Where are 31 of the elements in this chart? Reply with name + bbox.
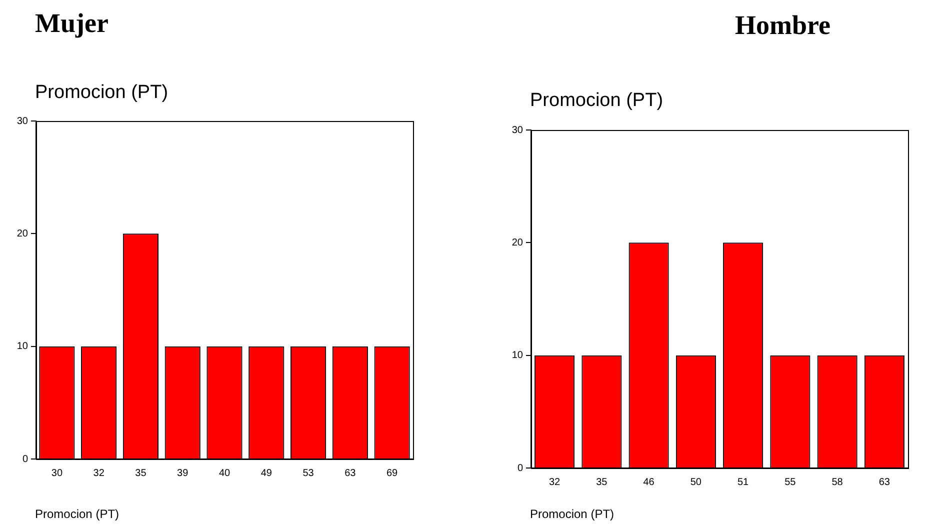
x-tick-label: 69 (386, 468, 398, 479)
y-tick-label: 30 (512, 124, 524, 136)
x-axis-title: Promocion (PT) (35, 507, 120, 521)
y-tick-label: 0 (22, 454, 28, 465)
y-axis-title: Promocion (PT) (35, 82, 168, 104)
x-tick-label: 39 (177, 468, 189, 479)
x-tick-label: 35 (135, 468, 147, 479)
x-tick-label: 53 (302, 468, 314, 479)
x-tick-label: 63 (878, 476, 890, 488)
chart-title: Mujer (35, 8, 108, 39)
y-tick-label: 20 (512, 237, 524, 248)
x-tick-label: 35 (596, 476, 608, 488)
x-tick-label: 49 (260, 468, 272, 479)
y-tick-label: 10 (512, 350, 524, 362)
x-tick-label: 46 (643, 476, 655, 488)
y-axis-title: Promocion (PT) (530, 90, 664, 112)
y-tick-label: 30 (16, 116, 28, 127)
x-axis-title: Promocion (PT) (530, 507, 614, 521)
x-tick-label: 30 (51, 468, 63, 479)
y-tick-label: 20 (16, 228, 28, 240)
x-tick-label: 55 (784, 476, 796, 488)
x-tick-label: 32 (549, 476, 561, 488)
x-tick-label: 58 (832, 476, 844, 488)
x-tick-label: 50 (690, 476, 702, 488)
y-tick-label: 10 (16, 341, 28, 352)
chart-title: Hombre (735, 10, 830, 41)
x-tick-label: 63 (344, 468, 356, 479)
x-tick-label: 32 (93, 468, 105, 479)
y-tick-label: 0 (517, 462, 524, 474)
x-tick-label: 51 (738, 476, 750, 488)
x-tick-label: 40 (218, 468, 230, 479)
